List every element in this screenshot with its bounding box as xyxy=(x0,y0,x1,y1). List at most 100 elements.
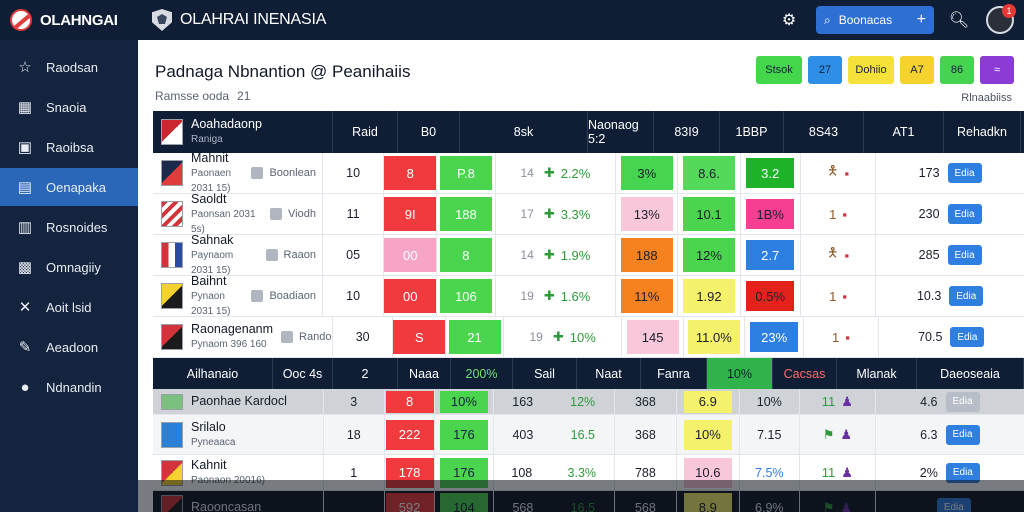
subheader-cell[interactable]: 200% xyxy=(451,358,513,389)
sidebar-item[interactable]: ▤ Oenapaka xyxy=(0,168,138,206)
subheader-cell[interactable]: Cacsas xyxy=(773,358,837,389)
team-cell[interactable]: Saoldt Paonsan 2031 5s) Viodh xyxy=(153,192,323,235)
team-sub: Paonaen 2031 15) xyxy=(191,167,232,194)
filter-pill[interactable]: 27 xyxy=(808,56,842,84)
player-figure-icon: 1 xyxy=(829,206,837,222)
brand[interactable]: OLAHNGAI xyxy=(0,0,138,40)
edit-button[interactable]: Edia xyxy=(947,163,982,183)
team-cell[interactable]: Kahnit Paonaon 20016) xyxy=(153,455,324,491)
edit-button[interactable]: Edia xyxy=(947,204,982,224)
table-row[interactable]: Saoldt Paonsan 2031 5s) Viodh 11 9I 188 17 ✚ 3.3… xyxy=(153,192,1024,235)
header-raid[interactable]: Raid xyxy=(333,111,398,153)
table-row[interactable]: Srilalo Pyneaaca 18 222 176 403 16.5 368 10% 7.15… xyxy=(153,415,1024,455)
table-row[interactable]: Mahnit Paonaen 2031 15) Boonlean 10 8 P.8 14 ✚ 2… xyxy=(153,151,1024,194)
table-row[interactable]: Sahnak Paynaom 2031 15) Raaon 05 00 8 14 ✚ 1.9% 1… xyxy=(153,233,1024,276)
filter-pill[interactable]: ≈ xyxy=(980,56,1014,84)
team-cell[interactable]: Sahnak Paynaom 2031 15) Raaon xyxy=(153,233,323,276)
subheader-cell[interactable]: Mlanak xyxy=(837,358,917,389)
team-cell[interactable]: Srilalo Pyneaaca xyxy=(153,415,324,455)
header-cell[interactable]: B0 xyxy=(398,111,460,153)
subheader-cell[interactable]: Naaa xyxy=(398,358,451,389)
header-raid-label: Raid xyxy=(352,125,378,139)
stat-cell: 188 xyxy=(616,235,679,276)
opponent: Raaon xyxy=(265,249,316,261)
subheader-cell[interactable]: Naat xyxy=(577,358,641,389)
rating-box: 106 xyxy=(439,279,492,313)
sidebar-item[interactable]: ▦ Snaoia xyxy=(0,88,138,126)
stat-box: 188 xyxy=(620,238,673,272)
flag-icon: ▪ xyxy=(842,206,847,222)
edit-button[interactable]: Edia xyxy=(945,424,980,445)
filter-pill[interactable]: A7 xyxy=(900,56,934,84)
filter-pill[interactable]: Stsok xyxy=(756,56,802,84)
flag-icon: ▪ xyxy=(844,247,850,263)
stat-cell: 0.5% xyxy=(740,276,801,317)
subheader-cell[interactable]: Sail xyxy=(513,358,577,389)
table-row[interactable]: Kahnit Paonaon 20016) 1 178 176 108 3.3% 788 10.… xyxy=(153,455,1024,491)
table-row[interactable]: Raonagenanm Pynaom 396 160 Rando 30 S 21 19 ✚ 10… xyxy=(153,317,1024,358)
sidebar-item[interactable]: ▣ Raoibsa xyxy=(0,128,138,166)
flag-icon: ▪ xyxy=(845,329,850,345)
edit-button[interactable]: Edia xyxy=(949,286,984,306)
header-cell[interactable]: 8sk xyxy=(460,111,588,153)
sidebar-item[interactable]: ▥ Rosnoides xyxy=(0,208,138,246)
right-link[interactable]: Rlnaabiiss xyxy=(961,92,1012,104)
header-cell[interactable]: 1BBP xyxy=(720,111,784,153)
plus-icon[interactable]: + xyxy=(916,11,926,28)
header-cell[interactable]: 8S43 xyxy=(784,111,864,153)
filter-pill[interactable]: 86 xyxy=(940,56,974,84)
settings-gear-icon[interactable]: ⚙ xyxy=(781,12,797,29)
value-cell: 30 xyxy=(333,317,394,358)
magnifier-icon[interactable]: 🔍︎ xyxy=(948,12,970,29)
figures: 🯅 ▪ xyxy=(827,244,849,266)
table-row[interactable]: Baihnt Pynaon 2031 15) Boadiaon 10 00 106 19 ✚ 1… xyxy=(153,274,1024,317)
sidebar-item[interactable]: ☆ Raodsan xyxy=(0,48,138,86)
filter-pill[interactable]: Dohiio xyxy=(848,56,894,84)
opponent: Rando xyxy=(281,331,331,343)
stat-cell: 2.7 xyxy=(740,235,801,276)
rating-cell: 8 xyxy=(437,235,496,276)
split-a: 163 xyxy=(512,394,534,409)
subheader-cell[interactable]: Daeoseaia xyxy=(917,358,1024,389)
edit-button[interactable]: Edia xyxy=(950,327,985,347)
last-value: 70.5 xyxy=(918,330,943,344)
table-row[interactable]: Raooncasan 592 104 568 16.5 568 8.9 6.9% ⚑ ♟ Edia xyxy=(153,491,1024,512)
subheader-cell[interactable]: Ailhanaio xyxy=(153,358,273,389)
edit-button[interactable]: Edia xyxy=(945,462,980,483)
header-cell[interactable]: 83I9 xyxy=(654,111,720,153)
score-cell: 178 xyxy=(385,455,436,491)
site-title: OLAHRAI INENASIA xyxy=(152,9,326,31)
team-cell[interactable]: Paonhae Kardocl xyxy=(153,389,324,415)
score-cell: 222 xyxy=(385,415,436,455)
subheader-cell[interactable]: 2 xyxy=(333,358,398,389)
sidebar-item[interactable]: ▩ Omnagiiy xyxy=(0,248,138,286)
search-box[interactable]: ⌕ Boonacas + xyxy=(816,6,934,34)
edit-button[interactable]: Edia xyxy=(936,497,971,512)
sidebar-item[interactable]: ● Ndnandin xyxy=(0,368,138,406)
table-row[interactable]: Paonhae Kardocl 3 8 10% 163 12% 368 6.9 10% 11 ♟ 4.… xyxy=(153,389,1024,415)
team-cell[interactable]: Raonagenanm Pynaom 396 160 Rando xyxy=(153,317,333,358)
stat-cell: 11% xyxy=(616,276,679,317)
subheader-cell[interactable]: Ooc 4s xyxy=(273,358,333,389)
figures: 🯅 ▪ xyxy=(827,162,849,184)
team-cell[interactable]: Raooncasan xyxy=(153,491,324,512)
subheader-cell[interactable]: 10% xyxy=(707,358,773,389)
avatar[interactable]: 1 xyxy=(986,4,1016,34)
team-cell[interactable]: Mahnit Paonaen 2031 15) Boonlean xyxy=(153,151,323,194)
header-cell[interactable]: AT1 xyxy=(864,111,944,153)
team-sub: Paynaom 2031 15) xyxy=(191,249,234,276)
split-b: 16.5 xyxy=(570,500,596,512)
sidebar-item[interactable]: ✎ Aeadoon xyxy=(0,328,138,366)
rating-cell: 106 xyxy=(437,276,496,317)
edit-button[interactable]: Edia xyxy=(947,245,982,265)
header-cell[interactable]: Naonaog 5:2 xyxy=(588,111,654,153)
header-cell[interactable]: Rehadkn xyxy=(944,111,1021,153)
subheader-cell[interactable]: Fanra xyxy=(641,358,707,389)
sidebar-item[interactable]: ✕ Aoit lsid xyxy=(0,288,138,326)
header-team[interactable]: Aoahadaonp Raniga xyxy=(153,111,333,153)
opponent: Boonlean xyxy=(251,167,316,179)
team-cell[interactable]: Baihnt Pynaon 2031 15) Boadiaon xyxy=(153,274,323,317)
stat-box: 1.92 xyxy=(682,279,735,313)
stat-cell: 145 xyxy=(622,317,684,358)
edit-button[interactable]: Edia xyxy=(945,391,980,412)
